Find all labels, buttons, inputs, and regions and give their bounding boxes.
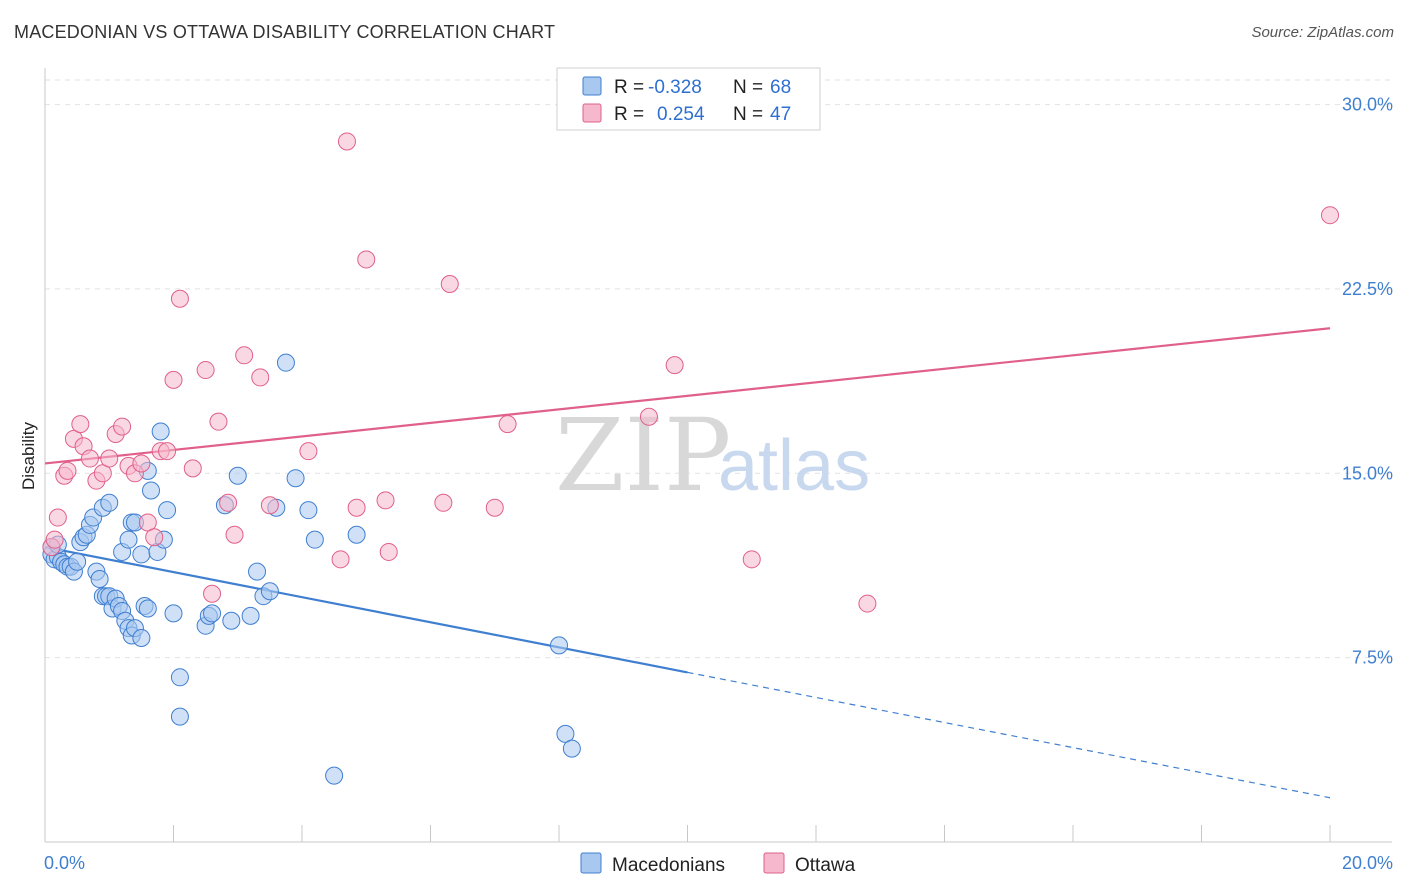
legend-r-label-2: R =: [614, 104, 644, 125]
watermark-atlas: atlas: [718, 426, 870, 506]
ottawa-trend-line: [44, 327, 1331, 465]
legend-n-value-1: 68: [770, 77, 791, 98]
macedonians-point: [132, 628, 151, 647]
macedonians-point: [286, 469, 305, 488]
macedonians-point: [138, 599, 157, 618]
macedonians-point: [241, 606, 260, 625]
macedonians-point: [203, 604, 222, 623]
ottawa-point: [260, 496, 279, 515]
bottom-legend-ottawa: Ottawa: [795, 855, 856, 876]
ottawa-point: [376, 491, 395, 510]
macedonians-point: [164, 604, 183, 623]
ottawa-point: [170, 289, 189, 308]
legend-r-label-1: R =: [614, 77, 644, 98]
ottawa-point: [1321, 206, 1339, 225]
x-axis-ticks: [44, 825, 1331, 842]
ottawa-point: [145, 528, 164, 547]
ottawa-point: [71, 415, 90, 434]
ottawa-point: [235, 346, 254, 365]
macedonians-trend-line: [44, 545, 688, 674]
legend-swatch-macedonians: [582, 76, 602, 96]
y-axis-title: Disability: [19, 421, 38, 490]
ottawa-point: [337, 132, 356, 151]
bottom-legend-macedonians: Macedonians: [612, 855, 725, 876]
ottawa-point: [164, 370, 183, 389]
macedonians-point: [100, 493, 119, 512]
macedonians-point: [158, 501, 177, 520]
macedonians-point: [151, 422, 170, 441]
macedonians-point: [276, 353, 295, 372]
macedonians-point: [132, 545, 151, 564]
bottom-legend-swatch-ottawa: [763, 852, 785, 874]
macedonians-point: [325, 766, 344, 785]
ottawa-point: [219, 493, 238, 512]
macedonians-point: [90, 569, 109, 588]
ottawa-point: [113, 417, 132, 436]
ottawa-point: [45, 530, 64, 549]
legend-n-label-2: N =: [733, 104, 763, 125]
ottawa-point: [440, 275, 459, 294]
ottawa-point: [203, 584, 222, 603]
legend: R = -0.328 N = 68 R = 0.254 N = 47: [556, 67, 821, 131]
legend-swatch-ottawa: [582, 103, 602, 123]
ottawa-point: [434, 493, 453, 512]
y-tick-label: 7.5%: [1352, 648, 1393, 668]
ottawa-point: [742, 550, 761, 569]
macedonians-point: [562, 739, 581, 758]
ottawa-point: [225, 525, 244, 544]
macedonians-point: [170, 707, 189, 726]
ottawa-point: [158, 442, 177, 461]
y-tick-label: 30.0%: [1342, 95, 1393, 115]
ottawa-point: [80, 449, 99, 468]
y-tick-labels: 7.5% 15.0% 22.5% 30.0%: [1342, 95, 1393, 668]
trend-lines: [44, 327, 1331, 799]
ottawa-point: [639, 407, 658, 426]
x-tick-label-max: 20.0%: [1342, 853, 1393, 873]
legend-n-value-2: 47: [770, 104, 791, 125]
macedonians-point: [305, 530, 324, 549]
ottawa-point: [858, 594, 877, 613]
legend-r-value-2: 0.254: [657, 104, 705, 125]
bottom-legend-swatch-macedonians: [580, 852, 602, 874]
macedonians-trend-line-extrapolated: [687, 671, 1331, 799]
bottom-legend: Macedonians Ottawa: [580, 852, 856, 876]
macedonians-point: [299, 501, 318, 520]
macedonians-point: [68, 552, 87, 571]
ottawa-point: [48, 508, 67, 527]
ottawa-point: [183, 459, 202, 478]
ottawa-point: [299, 442, 318, 461]
ottawa-point: [498, 415, 517, 434]
macedonians-point: [347, 525, 366, 544]
ottawa-point: [485, 498, 504, 517]
macedonians-point: [260, 582, 279, 601]
ottawa-point: [209, 412, 228, 431]
x-tick-label-min: 0.0%: [44, 853, 85, 873]
ottawa-point: [132, 454, 151, 473]
legend-r-value-1: -0.328: [648, 77, 702, 98]
macedonians-point: [222, 611, 241, 630]
ottawa-point: [331, 550, 350, 569]
macedonians-point: [142, 481, 161, 500]
macedonians-point: [550, 636, 568, 655]
y-tick-label: 15.0%: [1342, 463, 1393, 483]
source-label: Source: ZipAtlas.com: [1251, 24, 1394, 41]
y-tick-label: 22.5%: [1342, 279, 1393, 299]
ottawa-point: [58, 461, 77, 480]
gridlines: [45, 79, 1392, 659]
ottawa-point: [357, 250, 376, 269]
chart-title: MACEDONIAN VS OTTAWA DISABILITY CORRELAT…: [14, 22, 556, 42]
ottawa-points: [42, 95, 1339, 613]
ottawa-point: [196, 361, 215, 380]
ottawa-point: [251, 368, 270, 387]
macedonians-point: [248, 562, 267, 581]
ottawa-point: [100, 449, 119, 468]
ottawa-point: [379, 542, 398, 561]
ottawa-point: [347, 498, 366, 517]
macedonians-point: [119, 530, 138, 549]
ottawa-point: [665, 356, 684, 375]
macedonians-point: [170, 668, 189, 687]
legend-n-label-1: N =: [733, 77, 763, 98]
macedonians-point: [228, 466, 247, 485]
